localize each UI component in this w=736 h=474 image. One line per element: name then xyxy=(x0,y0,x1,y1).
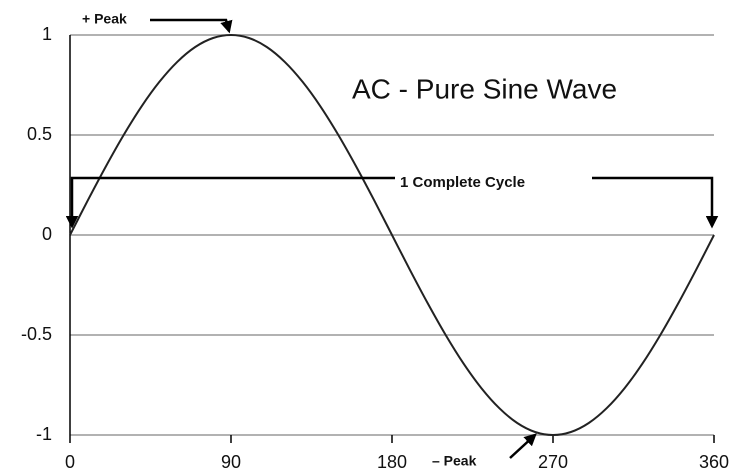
y-tick-label: 0.5 xyxy=(27,124,52,144)
bracket xyxy=(592,176,719,229)
x-tick-label: 270 xyxy=(538,452,568,472)
annotation: – Peak xyxy=(432,453,477,469)
y-tick-label: 0 xyxy=(42,224,52,244)
y-tick-label: -0.5 xyxy=(21,324,52,344)
x-tick-label: 360 xyxy=(699,452,729,472)
annotation: + Peak xyxy=(82,11,127,27)
x-tick-label: 90 xyxy=(221,452,241,472)
x-tick-label: 180 xyxy=(377,452,407,472)
annotation: 1 Complete Cycle xyxy=(400,174,525,191)
plot xyxy=(69,33,715,437)
y-tick-label: -1 xyxy=(36,424,52,444)
arrow xyxy=(509,433,537,459)
y-tick-label: 1 xyxy=(42,24,52,44)
sine-line xyxy=(69,33,715,437)
arrow xyxy=(150,18,233,34)
bracket xyxy=(65,176,395,229)
x-tick-label: 0 xyxy=(65,452,75,472)
chart-title: AC - Pure Sine Wave xyxy=(352,73,617,104)
grid: -1 -0.5 0 0.5 1 0 90 180 270 360 xyxy=(21,24,729,472)
